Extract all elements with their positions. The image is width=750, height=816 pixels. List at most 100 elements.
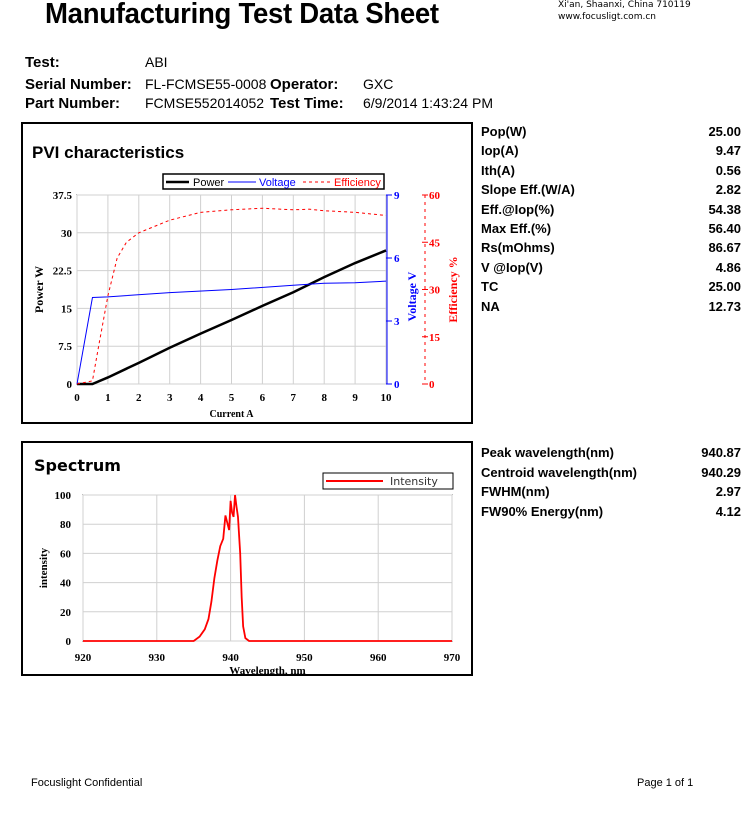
parameter-label: Peak wavelength(nm): [481, 445, 614, 460]
parameter-value: 0.56: [715, 162, 741, 178]
parameter-row: Peak wavelength(nm) 940.87: [481, 445, 741, 460]
parameter-row: Ith(A) 0.56: [481, 163, 741, 178]
y2-tick-label: 6: [394, 253, 400, 265]
page-title: Manufacturing Test Data Sheet: [45, 0, 439, 30]
spectrum-chart-panel: Spectrum 920 930 940 950 960 970 0 20 40 60 80 100 Wa…: [21, 441, 473, 676]
parameter-value: 25.00: [708, 124, 741, 139]
parameter-row: FW90% Energy(nm) 4.12: [481, 504, 741, 519]
test-time-label: Test Time:: [270, 95, 344, 112]
parameter-value: 9.47: [715, 143, 741, 159]
x-tick-label: 7: [291, 392, 297, 404]
x-tick-label: 930: [149, 652, 166, 664]
company-website: www.focusligt.com.cn: [558, 12, 656, 22]
x-tick-label: 920: [75, 652, 92, 664]
parameter-row: Pop(W) 25.00: [481, 124, 741, 139]
y2-axis-label: Voltage V: [405, 271, 419, 321]
x-tick-label: 2: [136, 392, 142, 404]
parameter-label: Ith(A): [481, 162, 515, 178]
parameter-label: Iop(A): [481, 143, 519, 159]
chart-title: PVI characteristics: [32, 143, 184, 162]
legend-label: Voltage: [259, 177, 296, 189]
test-time-value: 6/9/2014 1:43:24 PM: [363, 95, 493, 111]
parameter-value: 56.40: [708, 221, 741, 236]
legend-label: Intensity: [390, 475, 438, 488]
part-value: FCMSE552014052: [145, 95, 265, 111]
y-tick-label: 40: [60, 578, 72, 590]
parameter-value: 12.73: [708, 298, 741, 314]
parameter-value: 4.12: [715, 503, 741, 519]
serial-value: FL-FCMSE55-0008: [145, 76, 267, 92]
y-tick-label: 37.5: [53, 190, 73, 202]
test-label: Test:: [25, 54, 60, 71]
parameter-row: Rs(mOhms) 86.67: [481, 240, 741, 255]
serial-label: Serial Number:: [25, 76, 132, 93]
x-tick-label: 1: [105, 392, 111, 404]
parameter-label: TC: [481, 279, 499, 295]
parameter-value: 86.67: [708, 240, 741, 256]
parameter-label: Rs(mOhms): [481, 240, 555, 256]
y3-tick-label: 0: [429, 379, 435, 391]
y2-tick-label: 0: [394, 379, 400, 391]
y-tick-label: 0: [67, 379, 73, 391]
parameter-row: Slope Eff.(W/A) 2.82: [481, 182, 741, 197]
operator-value: GXC: [363, 76, 394, 92]
plot-area: [82, 494, 453, 642]
spectrum-chart: Spectrum 920 930 940 950 960 970 0 20 40 60 80 100 Wa…: [34, 456, 461, 674]
y-tick-label: 60: [60, 548, 72, 560]
parameter-value: 940.29: [701, 464, 741, 480]
y3-tick-label: 30: [429, 285, 441, 297]
y-tick-label: 80: [60, 519, 72, 531]
legend-label: Power: [193, 177, 225, 189]
x-tick-label: 970: [444, 652, 461, 664]
test-value: ABI: [145, 54, 168, 70]
parameter-row: Iop(A) 9.47: [481, 143, 741, 158]
parameter-label: Slope Eff.(W/A): [481, 182, 575, 198]
x-tick-label: 0: [74, 392, 80, 404]
chart-title: Spectrum: [34, 456, 121, 475]
operator-label: Operator:: [270, 76, 339, 93]
parameter-row: Centroid wavelength(nm) 940.29: [481, 465, 741, 480]
footer-page-number: Page 1 of 1: [637, 777, 694, 789]
y-axis-label: Power W: [32, 266, 46, 313]
parameter-label: Max Eff.(%): [481, 221, 552, 236]
series-intensity-line: [83, 494, 452, 642]
parameter-value: 54.38: [708, 201, 741, 217]
x-tick-label: 5: [229, 392, 235, 404]
y3-axis-label: Efficiency %: [446, 256, 460, 322]
parameter-label: V @Iop(V): [481, 259, 543, 275]
parameter-label: Pop(W): [481, 124, 527, 139]
x-tick-label: 960: [370, 652, 387, 664]
x-axis-label: Wavelength, nm: [229, 665, 305, 674]
y-tick-label: 22.5: [53, 266, 73, 278]
parameter-row: NA 12.73: [481, 299, 741, 314]
parameter-label: FWHM(nm): [481, 484, 550, 499]
y-tick-label: 20: [60, 607, 72, 619]
parameter-value: 940.87: [701, 445, 741, 460]
parameter-value: 2.82: [715, 182, 741, 198]
y-tick-label: 30: [61, 228, 73, 240]
series-power-line: [77, 249, 387, 386]
x-tick-label: 950: [296, 652, 313, 664]
company-address: Xi'an, Shaanxi, China 710119: [558, 0, 691, 10]
x-tick-label: 10: [381, 392, 393, 404]
parameter-row: Max Eff.(%) 56.40: [481, 221, 741, 236]
x-axis-label: Current A: [210, 409, 255, 420]
y3-tick-label: 60: [429, 190, 441, 202]
legend-label: Efficiency: [334, 177, 381, 189]
parameter-label: FW90% Energy(nm): [481, 503, 604, 519]
parameter-label: Eff.@Iop(%): [481, 201, 555, 217]
x-tick-label: 6: [260, 392, 266, 404]
parameter-label: NA: [481, 298, 500, 314]
footer-confidential: Focuslight Confidential: [31, 777, 143, 789]
parameter-row: Eff.@Iop(%) 54.38: [481, 202, 741, 217]
y2-tick-label: 3: [394, 316, 400, 328]
y3-tick-label: 45: [429, 237, 441, 249]
parameter-row: TC 25.00: [481, 279, 741, 294]
parameter-row: V @Iop(V) 4.86: [481, 260, 741, 275]
pvi-chart-panel: PVI characteristics 0 1 2 3 4 5 6 7 8 9 10 0 7.5 15 22.…: [21, 122, 473, 424]
y-tick-label: 15: [61, 303, 73, 315]
parameter-row: FWHM(nm) 2.97: [481, 484, 741, 499]
x-tick-label: 8: [321, 392, 327, 404]
x-tick-label: 940: [222, 652, 239, 664]
